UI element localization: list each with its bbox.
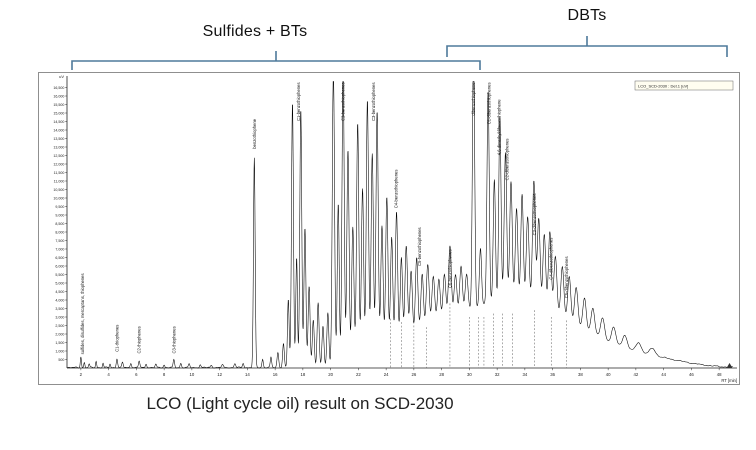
y-tick-label: 8,000 xyxy=(55,230,64,234)
y-tick-label: 13,000 xyxy=(53,145,64,149)
y-tick-label: 7,500 xyxy=(55,239,64,243)
y-tick-label: 12,500 xyxy=(53,154,64,158)
peak-label: C3-thiophenes xyxy=(171,326,176,353)
x-tick-label: 16 xyxy=(273,372,278,377)
y-tick-label: 9,000 xyxy=(55,213,64,217)
peak-label: C2-thiophenes xyxy=(137,326,142,353)
y-axis-unit: uV xyxy=(59,74,64,79)
x-tick-label: 20 xyxy=(328,372,333,377)
y-tick-label: 14,000 xyxy=(53,128,64,132)
y-tick-label: 2,500 xyxy=(55,324,64,328)
y-tick-label: 4,500 xyxy=(55,290,64,294)
sulfides-bts-label: Sulfides + BTs xyxy=(202,23,308,40)
x-tick-label: 48 xyxy=(717,372,722,377)
x-tick-label: 14 xyxy=(245,372,250,377)
x-tick-label: 26 xyxy=(411,372,416,377)
x-axis-label: RT [min] xyxy=(721,378,737,383)
peak-label: C1-thiophenes xyxy=(114,325,119,352)
y-tick-label: 2,000 xyxy=(55,332,64,336)
y-tick-label: 4,000 xyxy=(55,298,64,302)
peak-label: sulfides, disulfides, mercaptans, thioph… xyxy=(80,273,85,354)
x-tick-label: 38 xyxy=(578,372,583,377)
x-tick-label: 6 xyxy=(135,372,138,377)
legend-box xyxy=(634,80,734,91)
y-tick-label: 1,500 xyxy=(55,341,64,345)
y-tick-label: 8,500 xyxy=(55,222,64,226)
y-tick-label: 500 xyxy=(58,358,64,362)
figure-caption: LCO (Light cycle oil) result on SCD-2030 xyxy=(146,394,454,413)
peak-label: C3-benzothiophenes xyxy=(371,82,376,121)
x-tick-label: 42 xyxy=(633,372,638,377)
x-tick-label: 44 xyxy=(661,372,666,377)
chromatogram-trace xyxy=(66,81,733,369)
peak-label: C3-dibenzothiophenes xyxy=(532,193,537,235)
peak-label: C1-dibenzothiophenes xyxy=(486,82,491,124)
peak-label: C1-benzothiophenes xyxy=(296,82,301,121)
x-tick-label: 18 xyxy=(300,372,305,377)
y-tick-label: 1,000 xyxy=(55,349,64,353)
peak-label: 4,6-dimethyldibenzothiophene xyxy=(497,99,502,156)
y-tick-label: 10,000 xyxy=(53,196,64,200)
y-tick-label: 11,000 xyxy=(54,179,65,183)
y-tick-label: 3,500 xyxy=(55,307,64,311)
chromatogram: uV 500 1,000 1,500 2,000 2,500 3,000 3,500 4,000… xyxy=(53,74,737,383)
y-tick-label: 5,000 xyxy=(55,281,64,285)
dbts-label: DBTs xyxy=(567,7,607,24)
y-tick-label: 9,500 xyxy=(55,205,64,209)
peak-label: dibenzothiophene xyxy=(471,82,476,116)
x-tick-label: 4 xyxy=(107,372,110,377)
x-tick-label: 34 xyxy=(522,372,527,377)
x-tick-label: 10 xyxy=(189,372,194,377)
y-tick-label: 12,000 xyxy=(53,162,64,166)
chromatogram-frame: uV 500 1,000 1,500 2,000 2,500 3,000 3,500 4,000… xyxy=(38,72,740,385)
bracket-annotations xyxy=(71,36,728,70)
y-tick-label: 10,500 xyxy=(53,188,64,192)
y-tick-label: 16,000 xyxy=(53,94,64,98)
y-tick-label: 14,500 xyxy=(53,120,64,124)
x-tick-label: 12 xyxy=(217,372,222,377)
peak-label: C4-dibenzothiophenes xyxy=(549,238,554,280)
peak-label: C5-benzothiophenes xyxy=(417,227,422,266)
y-tick-label: 6,000 xyxy=(55,264,64,268)
y-tick-label: 15,500 xyxy=(53,103,64,107)
x-tick-label: 40 xyxy=(606,372,611,377)
peak-label: C5-dibenzothiophenes xyxy=(564,256,569,298)
x-tick-label: 32 xyxy=(495,372,500,377)
y-tick-label: 13,500 xyxy=(53,137,64,141)
peak-label: C2-benzothiophenes xyxy=(341,82,346,121)
peak-label: benzothiophene xyxy=(252,118,257,148)
y-tick-label: 6,500 xyxy=(55,256,64,260)
x-tick-label: 46 xyxy=(689,372,694,377)
dbts-bracket xyxy=(446,36,728,57)
x-tick-label: 28 xyxy=(439,372,444,377)
sulfides-bts-bracket xyxy=(71,51,481,70)
peak-label: C2-dibenzothiophenes xyxy=(504,139,509,181)
end-marker xyxy=(726,363,733,368)
x-tick-label: 24 xyxy=(384,372,389,377)
x-tick-label: 8 xyxy=(163,372,166,377)
y-tick-label: 15,000 xyxy=(53,111,64,115)
legend-label: LCO_SCD-2030 : Det.1 [uV] xyxy=(638,83,688,88)
y-tick-label: 16,500 xyxy=(53,86,64,90)
y-tick-label: 3,000 xyxy=(55,315,64,319)
x-tick-label: 22 xyxy=(356,372,361,377)
peak-label: C6-benzothiophenes xyxy=(447,249,452,288)
x-tick-label: 2 xyxy=(80,372,83,377)
x-tick-label: 30 xyxy=(467,372,472,377)
x-tick-label: 36 xyxy=(550,372,555,377)
y-tick-label: 5,500 xyxy=(55,273,64,277)
y-tick-label: 7,000 xyxy=(55,247,64,251)
peak-label: C4-benzothiophenes xyxy=(393,170,398,209)
y-tick-label: 11,500 xyxy=(54,171,65,175)
